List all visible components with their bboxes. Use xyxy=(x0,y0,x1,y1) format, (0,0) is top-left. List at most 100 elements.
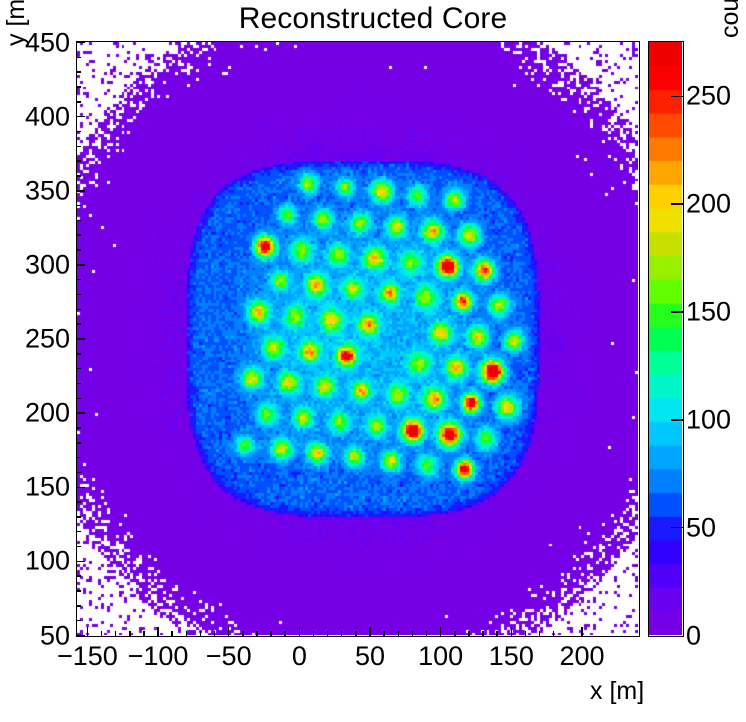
y-minor-tick xyxy=(76,456,81,459)
x-minor-tick xyxy=(312,630,315,636)
x-tick-label: −150 xyxy=(56,641,118,671)
colorbar-tick xyxy=(671,419,683,421)
x-minor-tick xyxy=(326,630,329,636)
y-minor-tick xyxy=(76,442,81,444)
x-minor-tick xyxy=(552,630,555,636)
colorbar-tick xyxy=(671,95,683,98)
y-minor-tick xyxy=(76,71,81,73)
y-minor-tick xyxy=(76,308,81,311)
x-minor-tick xyxy=(185,630,188,636)
x-minor-tick xyxy=(100,630,103,636)
x-minor-tick xyxy=(496,630,498,636)
x-minor-tick xyxy=(242,630,244,636)
colorbar-tick-label: 100 xyxy=(686,404,732,435)
y-minor-tick xyxy=(76,590,81,592)
colorbar-tick xyxy=(671,203,683,205)
y-minor-tick xyxy=(76,427,81,429)
y-minor-tick xyxy=(76,130,81,133)
y-minor-tick xyxy=(76,545,81,548)
y-minor-tick xyxy=(76,516,81,518)
colorbar-tick-label: 150 xyxy=(686,296,732,327)
x-minor-tick xyxy=(383,630,385,636)
y-minor-tick xyxy=(76,204,81,207)
y-minor-tick xyxy=(76,605,81,607)
x-tick-label: −50 xyxy=(205,641,252,671)
x-tick-label: 50 xyxy=(354,641,386,671)
x-minor-tick xyxy=(425,630,428,636)
y-minor-tick xyxy=(76,278,81,281)
y-tick xyxy=(76,634,85,637)
y-tick xyxy=(76,338,85,340)
y-minor-tick xyxy=(76,397,81,400)
colorbar-title: count xyxy=(716,0,744,38)
y-minor-tick xyxy=(76,145,81,148)
y-minor-tick xyxy=(76,575,81,577)
y-minor-tick xyxy=(76,530,81,533)
x-minor-tick xyxy=(397,630,400,636)
y-tick-label: 200 xyxy=(24,397,70,428)
x-minor-tick xyxy=(355,630,357,636)
colorbar-tick-label: 250 xyxy=(686,80,732,111)
x-minor-tick xyxy=(524,630,527,636)
y-minor-tick xyxy=(76,353,81,355)
y-minor-tick xyxy=(76,471,81,474)
x-minor-tick xyxy=(143,630,145,636)
x-tick xyxy=(581,626,583,636)
y-minor-tick xyxy=(76,293,81,296)
x-minor-tick xyxy=(129,630,131,636)
x-minor-tick xyxy=(114,630,117,636)
x-minor-tick xyxy=(482,630,484,636)
y-tick xyxy=(76,190,85,192)
x-tick xyxy=(227,626,230,636)
y-axis-title: y [m] xyxy=(2,0,30,46)
x-minor-tick xyxy=(468,630,470,636)
y-minor-tick xyxy=(76,160,81,162)
y-minor-tick xyxy=(76,249,81,251)
y-tick xyxy=(76,41,85,44)
x-minor-tick xyxy=(270,630,272,636)
colorbar-tick xyxy=(671,311,683,313)
x-tick xyxy=(510,626,513,636)
y-tick xyxy=(76,264,85,266)
x-tick-label: 100 xyxy=(418,641,464,671)
y-minor-tick xyxy=(76,234,81,236)
y-tick-label: 350 xyxy=(24,175,70,206)
y-tick-label: 50 xyxy=(39,620,70,650)
colorbar-tick-label: 0 xyxy=(686,620,702,650)
y-tick xyxy=(76,560,85,563)
x-minor-tick xyxy=(256,630,258,636)
y-minor-tick xyxy=(76,86,81,88)
y-tick xyxy=(76,412,85,414)
colorbar xyxy=(648,41,684,637)
colorbar-tick-label: 200 xyxy=(686,188,732,219)
y-minor-tick xyxy=(76,219,81,222)
y-minor-tick xyxy=(76,367,81,370)
x-tick-label: 0 xyxy=(291,641,307,671)
y-minor-tick xyxy=(76,101,81,103)
x-tick xyxy=(369,626,371,636)
x-tick-label: 150 xyxy=(488,641,534,671)
y-tick-label: 100 xyxy=(24,545,70,576)
y-minor-tick xyxy=(76,56,81,59)
chart-title: Reconstructed Core xyxy=(238,2,508,35)
y-tick-label: 450 xyxy=(24,27,70,57)
x-axis-title: x [m] xyxy=(590,677,645,705)
y-minor-tick xyxy=(76,175,81,177)
y-tick xyxy=(76,486,85,488)
x-minor-tick xyxy=(284,630,286,636)
y-minor-tick xyxy=(76,382,81,385)
x-minor-tick xyxy=(171,630,173,636)
x-minor-tick xyxy=(538,630,541,636)
colorbar-tick xyxy=(671,526,683,529)
x-minor-tick xyxy=(199,630,202,636)
x-tick-label: −100 xyxy=(127,641,189,671)
y-tick xyxy=(76,115,85,118)
colorbar-tick-label: 50 xyxy=(686,512,717,543)
x-tick xyxy=(86,626,89,636)
colorbar-gradient xyxy=(649,42,682,635)
y-tick-label: 150 xyxy=(24,471,70,502)
x-tick xyxy=(439,626,442,636)
x-minor-tick xyxy=(454,630,456,636)
x-tick xyxy=(157,626,159,636)
